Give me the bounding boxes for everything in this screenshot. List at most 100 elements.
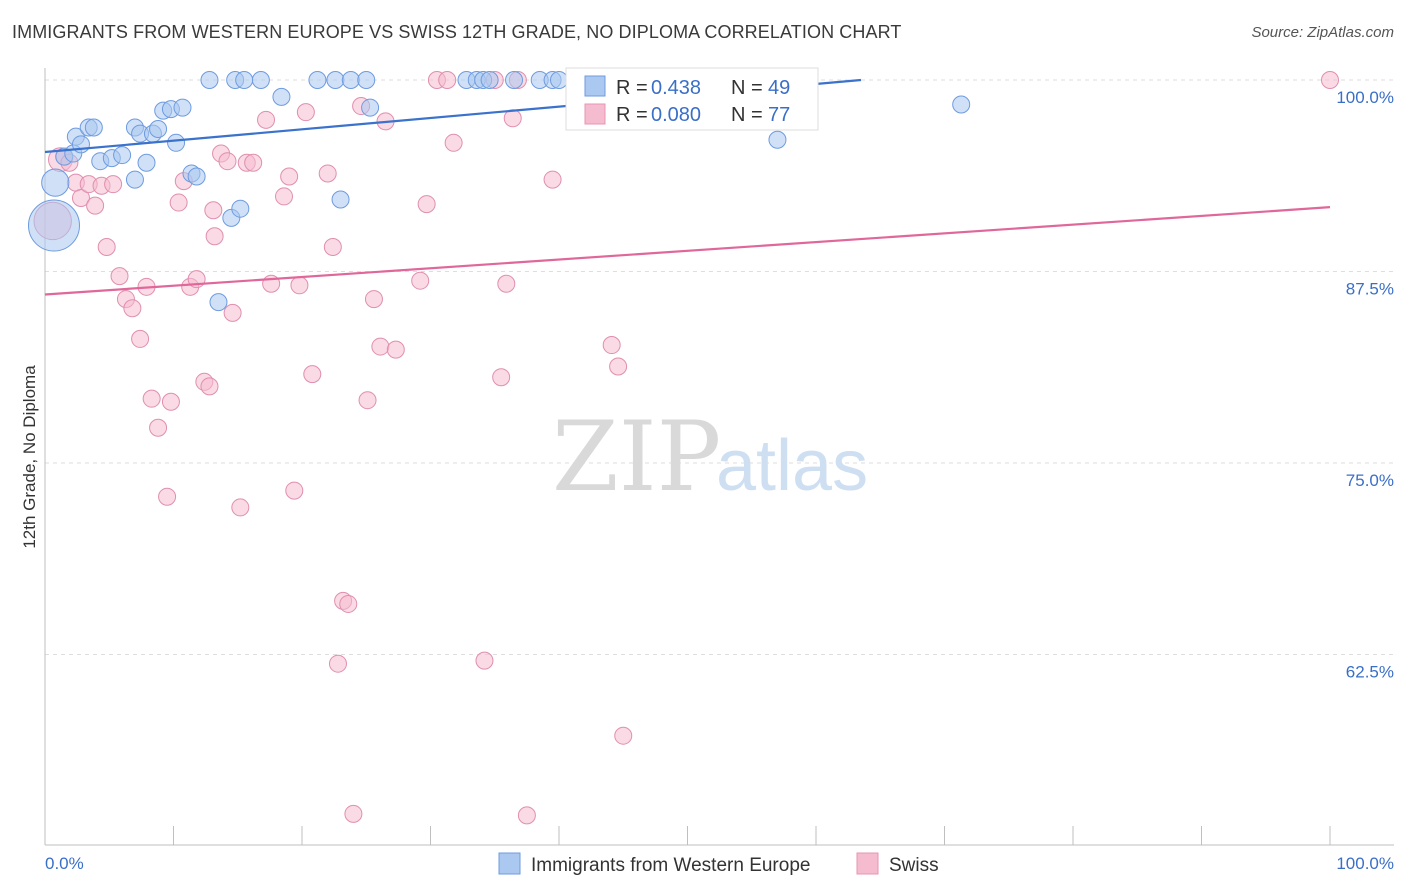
watermark: ZIP atlas [552,401,868,513]
x-tick-labels: 0.0% 100.0% [45,854,1394,873]
swiss-point-39 [296,103,315,122]
swiss-point-37 [285,481,304,500]
stats-blue-r-value: 0.438 [651,77,701,99]
axes [44,68,1394,846]
stats-box-frame [565,67,819,131]
swiss-point-64 [517,806,536,825]
swiss-point-50 [371,337,390,356]
stats-pink-n-label: N = [731,104,763,126]
bottom-legend: Immigrants from Western Europe Swiss [498,852,939,876]
western-europe-point-32 [326,71,345,89]
western-europe-point-24 [200,71,219,89]
stats-blue-r-label: R = [616,77,648,99]
swiss-point-60 [492,368,511,387]
legend-label-pink[interactable]: Swiss [889,855,939,876]
trend-line-swiss [44,206,1331,296]
western-europe-point-48 [952,95,971,114]
western-europe-point-11 [125,170,144,189]
western-europe-point-33 [331,190,350,209]
western-europe-point-10 [113,146,132,165]
legend-swatch-pink[interactable] [856,852,879,875]
swiss-point-53 [411,271,430,290]
stats-legend: R = 0.438 N = 49 R = 0.080 N = 77 [565,67,819,131]
swiss-point-69 [614,726,633,745]
legend-label-blue[interactable]: Immigrants from Western Europe [531,855,810,876]
western-europe-point-20 [173,98,192,117]
western-europe-point-41 [505,71,524,89]
swiss-point-76 [204,201,223,220]
swiss-point-18 [158,487,177,506]
swiss-point-32 [244,153,263,172]
swiss-point-54 [417,195,436,214]
source-label: Source: ZipAtlas.com [1251,24,1394,41]
watermark-zip: ZIP [552,401,721,513]
swiss-point-14 [131,329,150,348]
swiss-point-49 [364,290,383,309]
swiss-point-36 [280,167,299,186]
stats-swatch-blue [584,75,606,97]
swiss-point-68 [609,357,628,376]
swiss-point-45 [339,594,358,613]
swiss-point-38 [290,276,309,295]
y-axis-label: 12th Grade, No Diploma [20,365,39,549]
western-europe-point-47 [768,130,787,149]
y-tick-label-2: 87.5% [1346,280,1394,299]
swiss-point-13 [123,299,142,318]
western-europe-point-16 [149,120,168,139]
swiss-point-30 [231,498,250,517]
y-tick-label-1: 75.0% [1346,471,1394,490]
swiss-point-67 [602,336,621,355]
western-europe-point-19 [167,133,186,152]
western-europe-point-23 [209,293,228,312]
swiss-point-41 [318,164,337,183]
stats-blue-n-value: 49 [768,77,790,99]
western-europe-point-22 [187,167,206,186]
western-europe-point-28 [235,71,254,89]
swiss-point-10 [104,175,123,194]
swiss-point-43 [328,654,347,673]
stats-swatch-pink [584,103,606,125]
legend-swatch-blue[interactable] [498,852,521,875]
swiss-point-42 [323,237,342,256]
swiss-point-48 [358,391,377,410]
swiss-point-5 [71,188,90,207]
swiss-point-65 [543,170,562,189]
swiss-point-17 [149,418,168,437]
swiss-point-46 [344,804,363,823]
swiss-point-28 [218,152,237,171]
watermark-atlas: atlas [716,426,868,506]
swiss-point-25 [200,377,219,396]
western-europe-point-1 [41,168,70,197]
stats-pink-n-value: 77 [768,104,790,126]
swiss-point-29 [223,303,242,322]
swiss-point-16 [142,389,161,408]
swiss-point-20 [169,193,188,212]
swiss-point-40 [303,365,322,384]
swiss-point-61 [497,274,516,293]
swiss-point-58 [475,651,494,670]
series-immigrants-western-europe [27,71,971,312]
x-tick-label-100: 100.0% [1336,854,1394,873]
swiss-point-75 [1321,71,1339,89]
western-europe-point-14 [137,153,156,172]
western-europe-point-0 [27,199,80,252]
stats-pink-r-value: 0.080 [651,104,701,126]
western-europe-point-36 [361,98,380,117]
y-tick-label-3: 100.0% [1336,88,1394,107]
swiss-point-33 [257,110,276,129]
x-ticks [44,826,1331,845]
stats-blue-n-label: N = [731,77,763,99]
swiss-point-19 [161,392,180,411]
western-europe-point-34 [341,71,360,89]
swiss-point-11 [110,267,129,286]
stats-pink-r-label: R = [616,104,648,126]
western-europe-point-35 [357,71,376,89]
chart-title: IMMIGRANTS FROM WESTERN EUROPE VS SWISS … [12,22,902,42]
swiss-point-7 [86,196,105,215]
swiss-point-52 [386,340,405,359]
swiss-point-9 [97,237,116,256]
swiss-point-35 [275,187,294,206]
western-europe-point-44 [550,71,568,89]
western-europe-point-31 [308,71,327,89]
